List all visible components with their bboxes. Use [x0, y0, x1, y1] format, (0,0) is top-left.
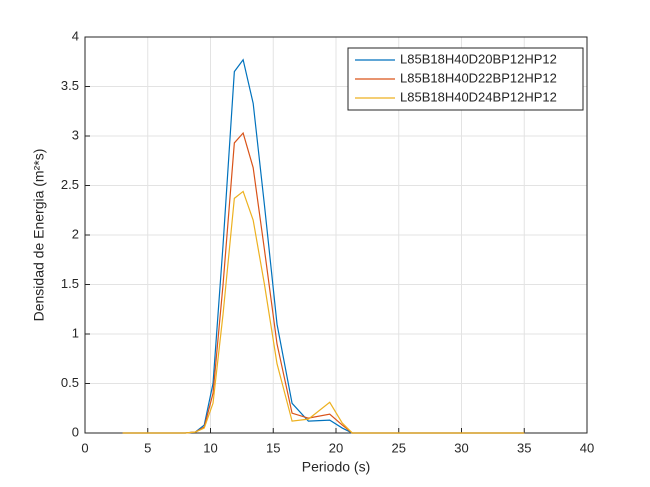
x-axis-label: Periodo (s): [302, 459, 370, 475]
x-tick-label: 30: [454, 440, 468, 455]
x-tick-label: 0: [81, 440, 88, 455]
x-tick-label: 10: [203, 440, 217, 455]
y-tick-label: 4: [72, 28, 79, 43]
y-tick-label: 3: [72, 127, 79, 142]
line-series: [122, 190, 525, 434]
x-tick-label: 35: [517, 440, 531, 455]
legend-label: L85B18H40D24BP12HP12: [400, 89, 557, 104]
plot-frame: [84, 36, 588, 434]
y-tick-label: 3.5: [61, 78, 79, 93]
x-tick-label: 25: [392, 440, 406, 455]
y-tick-label: 1.5: [61, 276, 79, 291]
x-tick-label: 40: [580, 440, 594, 455]
y-tick-label: 1: [72, 325, 79, 340]
y-tick-label: 2: [72, 226, 79, 241]
x-tick-label: 20: [329, 440, 343, 455]
legend-label: L85B18H40D20BP12HP12: [400, 51, 557, 66]
y-axis-label: Densidad de Energia (m²*s): [31, 149, 47, 322]
x-tick-label: 5: [144, 440, 151, 455]
x-tick-label: 15: [266, 440, 280, 455]
legend-label: L85B18H40D22BP12HP12: [400, 70, 557, 85]
y-tick-label: 0.5: [61, 375, 79, 390]
y-tick-label: 0: [72, 424, 79, 439]
y-tick-label: 2.5: [61, 177, 79, 192]
